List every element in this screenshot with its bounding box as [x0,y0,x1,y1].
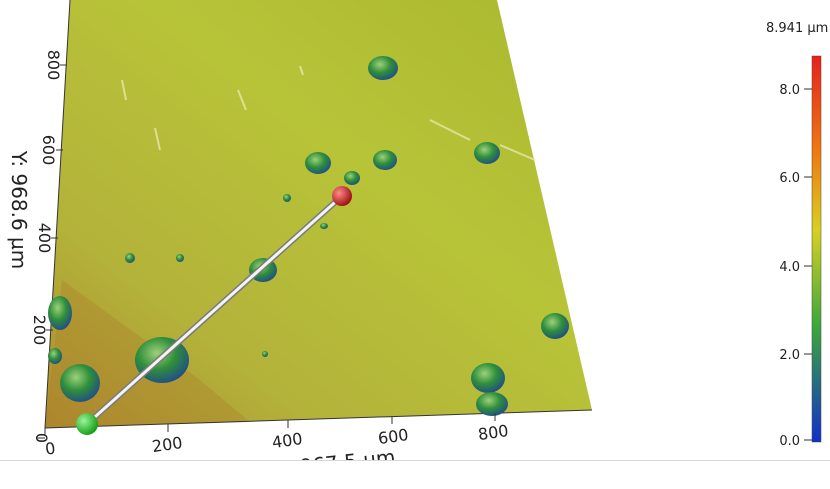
y-axis-label: Y: 968.6 µm [7,150,31,269]
measure-start-marker[interactable] [76,413,98,435]
y-tick-label: 200 [30,315,49,346]
feature [305,152,331,174]
measure-end-marker[interactable] [332,186,352,206]
feature [48,348,62,364]
measure-line[interactable] [76,186,352,435]
y-tick-label: 600 [39,135,58,166]
x-axis-ticks: 0 200 400 600 800 [44,413,510,459]
colorbar-tick-label: 0.0 [779,434,800,449]
3d-surface-viewport[interactable]: 0 200 400 600 800 Y: 968.6 µm 0 200 400 … [0,0,830,460]
x-tick-label: 600 [377,425,410,448]
colorbar-tick-label: 8.0 [779,83,800,98]
feature [320,223,328,229]
colorbar-tick-label: 4.0 [779,260,800,275]
colorbar-ticks [804,88,812,441]
feature [344,171,360,185]
bottom-strip [0,460,830,489]
x-tick-label: 200 [151,433,184,456]
y-axis-ticks: 0 200 400 600 800 [30,50,67,443]
y-tick-label: 400 [35,223,54,254]
feature [471,363,505,393]
colorbar-gradient [811,55,822,443]
surface-scratches [121,65,536,161]
feature [474,142,500,164]
feature [541,313,569,339]
colorbar-tick-label: 2.0 [779,348,800,363]
feature [373,150,397,170]
feature [262,351,268,357]
feature [60,364,100,402]
colorbar-tick-label: 6.0 [779,171,800,186]
feature [283,194,291,202]
colorbar-max-label: 8.941 µm [766,21,828,36]
x-tick-label: 800 [477,421,510,444]
feature [48,296,72,330]
feature [176,254,184,262]
height-colorbar: 8.941 µm 8.0 6.0 4.0 2.0 0.0 [766,21,828,449]
feature [476,392,508,416]
x-tick-label: 400 [271,429,304,452]
x-tick-label: 0 [44,438,57,458]
feature [368,56,398,80]
y-tick-label: 0 [32,433,51,443]
y-tick-label: 800 [44,50,63,81]
feature [125,253,135,263]
